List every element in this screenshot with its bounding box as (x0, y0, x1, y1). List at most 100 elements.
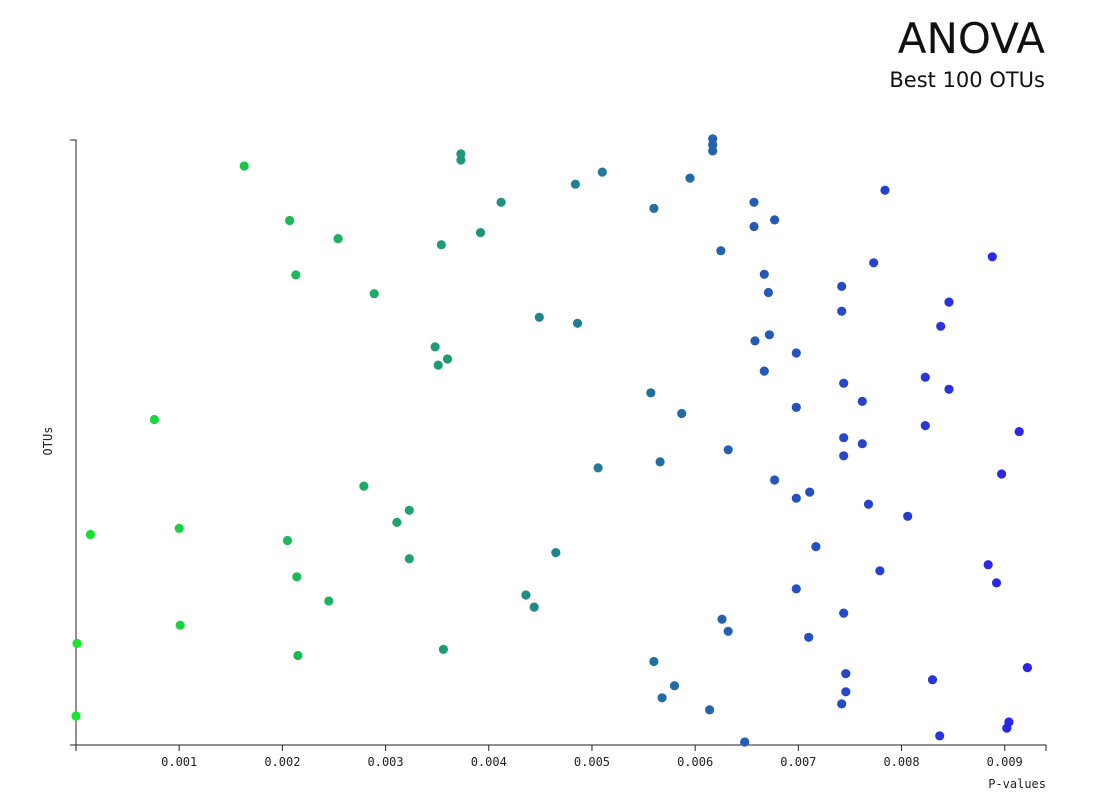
data-point (708, 146, 718, 156)
data-point (903, 511, 913, 521)
data-point (749, 197, 759, 207)
data-point (987, 252, 997, 262)
data-point (570, 179, 581, 189)
data-point (749, 221, 759, 232)
data-point (983, 560, 993, 570)
data-point (669, 681, 680, 691)
data-point (534, 312, 544, 322)
data-point (436, 240, 446, 250)
x-tick-label: 0.005 (574, 755, 610, 769)
data-point (551, 548, 561, 558)
data-point (991, 578, 1002, 588)
x-axis-line (75, 744, 1047, 751)
data-point (716, 246, 726, 256)
data-point (770, 475, 780, 485)
axes: 0.001 0.002 0.003 0.004 0.005 0.006 0.007 0.008… (70, 139, 1047, 769)
data-point (936, 321, 946, 331)
data-point (863, 499, 874, 509)
data-point (442, 354, 453, 364)
x-axis-label: P-values (988, 777, 1046, 791)
data-point (791, 584, 801, 594)
data-point (496, 197, 506, 207)
data-point (837, 306, 847, 316)
data-point (839, 608, 849, 618)
x-tick-label: 0.003 (368, 755, 404, 769)
data-point (791, 402, 801, 412)
data-point (293, 650, 303, 661)
data-point (705, 705, 715, 715)
data-point (770, 215, 780, 225)
x-tick-label: 0.004 (471, 755, 507, 769)
data-point (944, 384, 954, 394)
data-point (811, 542, 821, 552)
data-point (839, 433, 849, 443)
data-point (285, 215, 295, 226)
x-tick-label: 0.001 (161, 755, 197, 769)
data-point (593, 463, 603, 473)
data-point (740, 737, 750, 747)
x-tick-label: 0.008 (883, 755, 919, 769)
data-point (1022, 663, 1032, 673)
data-point (649, 203, 659, 213)
data-point (837, 281, 847, 291)
data-point (292, 572, 302, 582)
data-point (475, 228, 486, 238)
data-point (685, 173, 695, 183)
data-point (927, 675, 938, 685)
data-point (529, 602, 539, 612)
data-point (717, 614, 727, 624)
data-point (677, 408, 687, 419)
data-point (291, 270, 301, 280)
data-point (430, 342, 440, 352)
data-point (880, 185, 890, 195)
data-point (804, 632, 814, 642)
data-point (149, 414, 159, 425)
data-point (239, 161, 249, 171)
data-points (71, 134, 1032, 747)
data-point (837, 699, 847, 709)
data-point (359, 481, 369, 491)
data-point (875, 566, 885, 576)
data-point (646, 388, 656, 398)
data-point (174, 523, 184, 534)
data-point (805, 487, 815, 497)
data-point (369, 289, 379, 299)
data-point (71, 711, 81, 721)
chart-subtitle: Best 100 OTUs (889, 68, 1045, 92)
data-point (1014, 427, 1024, 437)
data-point (438, 644, 448, 655)
data-point (655, 457, 665, 467)
data-point (597, 167, 607, 177)
data-point (857, 396, 867, 406)
data-point (85, 529, 95, 540)
data-point (997, 469, 1007, 479)
data-point (404, 554, 414, 564)
data-point (920, 372, 930, 382)
data-point (572, 318, 583, 328)
data-point (282, 535, 293, 546)
data-point (723, 626, 733, 636)
data-point (404, 505, 414, 515)
data-point (175, 620, 185, 630)
x-tick-label: 0.007 (780, 755, 816, 769)
data-point (857, 439, 867, 449)
x-tick-label: 0.006 (677, 755, 713, 769)
chart-title: ANOVA (897, 14, 1045, 63)
data-point (791, 493, 801, 503)
data-point (759, 366, 769, 376)
data-point (649, 656, 659, 667)
data-point (791, 348, 801, 358)
data-point (1002, 723, 1012, 733)
data-point (324, 596, 334, 606)
x-tick-label: 0.002 (264, 755, 300, 769)
data-point (839, 378, 849, 388)
data-point (763, 287, 774, 298)
data-point (750, 336, 760, 346)
x-tick-label: 0.009 (987, 755, 1023, 769)
data-point (839, 451, 849, 461)
data-point (456, 155, 466, 165)
data-point (920, 421, 930, 431)
data-point (869, 258, 879, 268)
data-point (723, 445, 733, 455)
data-point (935, 731, 945, 741)
